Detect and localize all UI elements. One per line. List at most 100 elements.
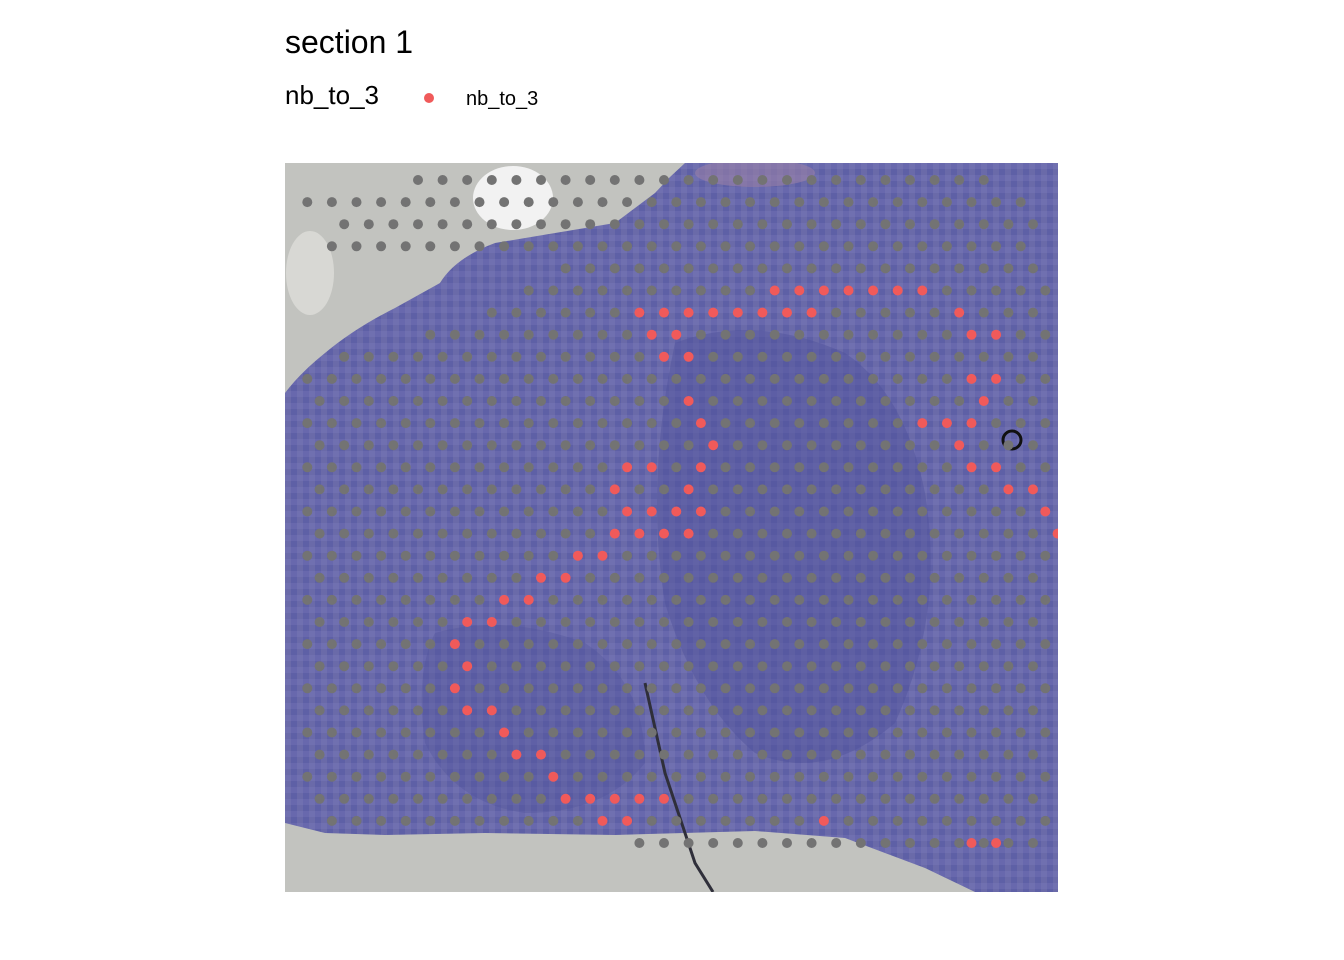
background-spot xyxy=(597,639,608,650)
background-spot xyxy=(400,594,411,605)
background-spot xyxy=(966,241,977,252)
background-spot xyxy=(326,241,337,252)
background-spot xyxy=(302,418,313,429)
background-spot xyxy=(1003,572,1014,583)
background-spot xyxy=(326,550,337,561)
background-spot xyxy=(437,661,448,672)
background-spot xyxy=(622,418,633,429)
background-spot xyxy=(978,351,989,362)
background-spot xyxy=(363,617,374,627)
background-spot xyxy=(659,175,669,185)
background-spot xyxy=(732,440,743,451)
background-spot xyxy=(941,639,952,650)
background-spot xyxy=(511,793,522,804)
background-spot xyxy=(757,838,768,848)
nb-to-3-spot xyxy=(499,727,510,738)
background-spot xyxy=(413,351,423,362)
background-spot xyxy=(843,771,854,782)
background-spot xyxy=(905,175,915,185)
background-spot xyxy=(523,727,534,738)
background-spot xyxy=(523,815,534,826)
nb-to-3-spot xyxy=(966,373,977,384)
background-spot xyxy=(745,639,756,650)
background-spot xyxy=(1028,307,1038,318)
background-spot xyxy=(548,462,559,473)
nb-to-3-spot xyxy=(1052,528,1058,539)
background-spot xyxy=(855,528,866,539)
background-spot xyxy=(905,705,915,716)
background-spot xyxy=(499,683,510,694)
background-spot xyxy=(511,351,522,362)
background-spot xyxy=(745,815,756,826)
background-spot xyxy=(449,462,460,473)
background-spot xyxy=(486,351,497,362)
background-spot xyxy=(708,793,719,804)
nb-to-3-spot xyxy=(757,307,768,318)
background-spot xyxy=(376,683,387,694)
background-spot xyxy=(449,241,460,252)
background-spot xyxy=(363,793,374,804)
background-spot xyxy=(720,241,731,252)
nb-to-3-spot xyxy=(695,418,706,429)
background-spot xyxy=(425,727,436,738)
background-spot xyxy=(1003,528,1014,539)
background-spot xyxy=(831,528,842,539)
background-spot xyxy=(782,440,792,451)
background-spot xyxy=(954,396,965,406)
nb-to-3-spot xyxy=(843,285,854,296)
background-spot xyxy=(954,351,965,362)
background-spot xyxy=(683,219,694,230)
background-spot xyxy=(572,285,583,296)
background-spot xyxy=(941,727,952,738)
background-spot xyxy=(314,440,325,451)
background-spot xyxy=(745,241,756,252)
background-spot xyxy=(769,550,780,561)
background-spot xyxy=(745,285,756,296)
background-spot xyxy=(499,815,510,826)
background-spot xyxy=(425,197,436,208)
background-spot xyxy=(572,329,583,340)
nb-to-3-spot xyxy=(683,528,694,539)
background-spot xyxy=(413,661,423,672)
background-spot xyxy=(339,440,350,451)
background-spot xyxy=(351,815,362,826)
background-spot xyxy=(622,683,633,694)
background-spot xyxy=(339,661,350,672)
background-spot xyxy=(966,594,977,605)
background-spot xyxy=(855,838,866,848)
background-spot xyxy=(941,771,952,782)
legend-title: nb_to_3 xyxy=(285,80,379,110)
background-spot xyxy=(954,219,965,230)
background-spot xyxy=(880,793,891,804)
background-spot xyxy=(302,639,313,650)
background-spot xyxy=(474,241,485,252)
background-spot xyxy=(1015,639,1026,650)
background-spot xyxy=(339,351,350,362)
background-spot xyxy=(868,373,879,384)
background-spot xyxy=(917,373,928,384)
background-spot xyxy=(376,639,387,650)
background-spot xyxy=(929,705,940,716)
background-spot xyxy=(818,418,829,429)
background-spot xyxy=(671,727,682,738)
background-spot xyxy=(671,815,682,826)
background-spot xyxy=(1040,373,1051,384)
background-spot xyxy=(1003,838,1014,848)
background-spot xyxy=(609,617,620,627)
background-spot xyxy=(462,572,473,583)
nb-to-3-spot xyxy=(769,285,780,296)
background-spot xyxy=(905,749,915,760)
background-spot xyxy=(806,838,817,848)
background-spot xyxy=(868,241,879,252)
background-spot xyxy=(929,307,940,318)
background-spot xyxy=(1015,373,1026,384)
background-spot xyxy=(400,462,411,473)
background-spot xyxy=(954,749,965,760)
background-spot xyxy=(929,572,940,583)
background-spot xyxy=(745,462,756,473)
background-spot xyxy=(708,749,719,760)
background-spot xyxy=(499,241,510,252)
background-spot xyxy=(326,815,337,826)
background-spot xyxy=(449,329,460,340)
background-spot xyxy=(413,484,423,495)
